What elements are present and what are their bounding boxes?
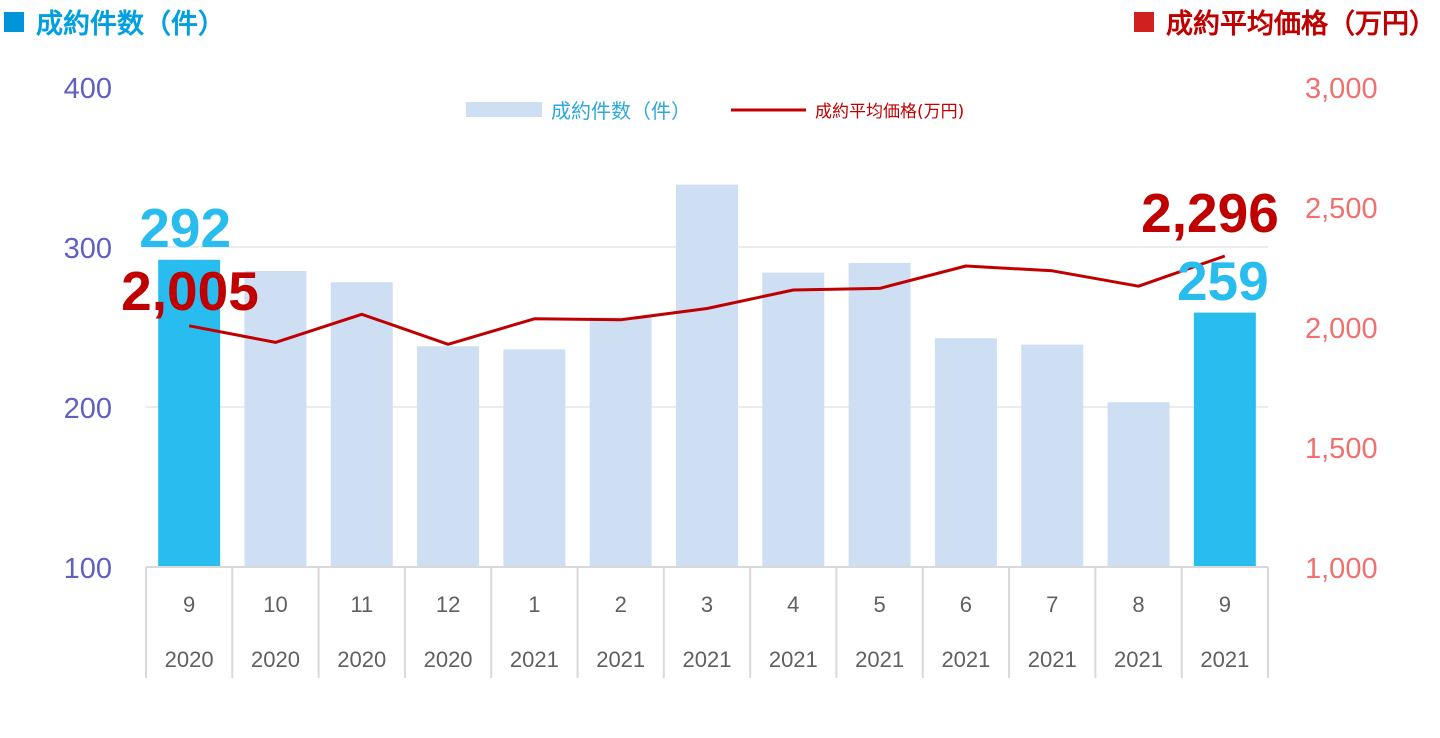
right-axis-tick-label: 3,000 — [1305, 73, 1378, 105]
category-month-label: 1 — [528, 592, 540, 617]
right-axis-tick-label: 2,000 — [1305, 313, 1378, 345]
category-month-label: 6 — [960, 592, 972, 617]
category-year-label: 2021 — [855, 647, 904, 672]
bar — [589, 317, 652, 567]
category-month-label: 11 — [350, 592, 373, 617]
left-axis-tick-label: 200 — [64, 393, 112, 425]
bar — [676, 184, 738, 567]
left-axis-tick-label: 100 — [64, 553, 112, 585]
category-year-label: 2020 — [424, 647, 473, 672]
category-month-label: 2 — [615, 592, 627, 617]
category-year-label: 2021 — [1028, 647, 1077, 672]
legend-line-label: 成約平均価格(万円) — [815, 102, 964, 122]
bar — [244, 271, 307, 567]
legend-bar-label: 成約件数（件） — [551, 99, 691, 123]
left-axis-tick-label: 300 — [64, 233, 112, 265]
legend-bar-swatch — [466, 102, 542, 117]
category-month-label: 3 — [701, 592, 713, 617]
bar — [762, 272, 825, 567]
category-year-label: 2021 — [1200, 647, 1249, 672]
bar — [848, 263, 911, 567]
right-header-square-icon — [1134, 12, 1154, 32]
right-axis-tick-label: 1,000 — [1305, 553, 1378, 585]
bar — [1021, 344, 1084, 567]
right-axis-tick-label: 1,500 — [1305, 433, 1378, 465]
first-count-label: 292 — [139, 197, 231, 259]
last-count-label: 259 — [1177, 250, 1269, 312]
category-year-label: 2021 — [683, 647, 732, 672]
category-month-label: 5 — [873, 592, 885, 617]
left-header-square-icon — [4, 12, 24, 32]
category-year-label: 2021 — [510, 647, 559, 672]
category-month-label: 9 — [1219, 592, 1231, 617]
category-month-label: 7 — [1046, 592, 1058, 617]
category-year-label: 2021 — [596, 647, 645, 672]
category-year-label: 2020 — [337, 647, 386, 672]
category-month-label: 10 — [263, 592, 287, 617]
right-axis-tick-label: 2,500 — [1305, 193, 1378, 225]
category-month-label: 12 — [436, 592, 460, 617]
category-month-label: 8 — [1132, 592, 1144, 617]
left-header-label: 成約件数（件） — [36, 9, 225, 40]
first-price-label: 2,005 — [121, 260, 259, 322]
category-month-label: 4 — [787, 592, 799, 617]
left-axis-header: 成約件数（件） — [4, 2, 225, 41]
category-month-label: 9 — [183, 592, 195, 617]
bar — [1107, 402, 1170, 567]
bar — [330, 282, 393, 567]
price-line — [188, 254, 1226, 346]
bar — [158, 259, 221, 567]
category-year-label: 2020 — [251, 647, 300, 672]
right-axis-header: 成約平均価格（万円） — [1134, 2, 1436, 41]
last-price-label: 2,296 — [1141, 182, 1279, 244]
category-year-label: 2021 — [1114, 647, 1163, 672]
bar — [503, 349, 566, 567]
right-header-label: 成約平均価格（万円） — [1166, 9, 1436, 40]
left-axis-tick-label: 400 — [64, 73, 112, 105]
bar — [934, 338, 997, 567]
category-year-label: 2020 — [165, 647, 214, 672]
category-year-label: 2021 — [769, 647, 818, 672]
bar — [1193, 312, 1256, 567]
category-year-label: 2021 — [941, 647, 990, 672]
bar — [417, 346, 480, 567]
